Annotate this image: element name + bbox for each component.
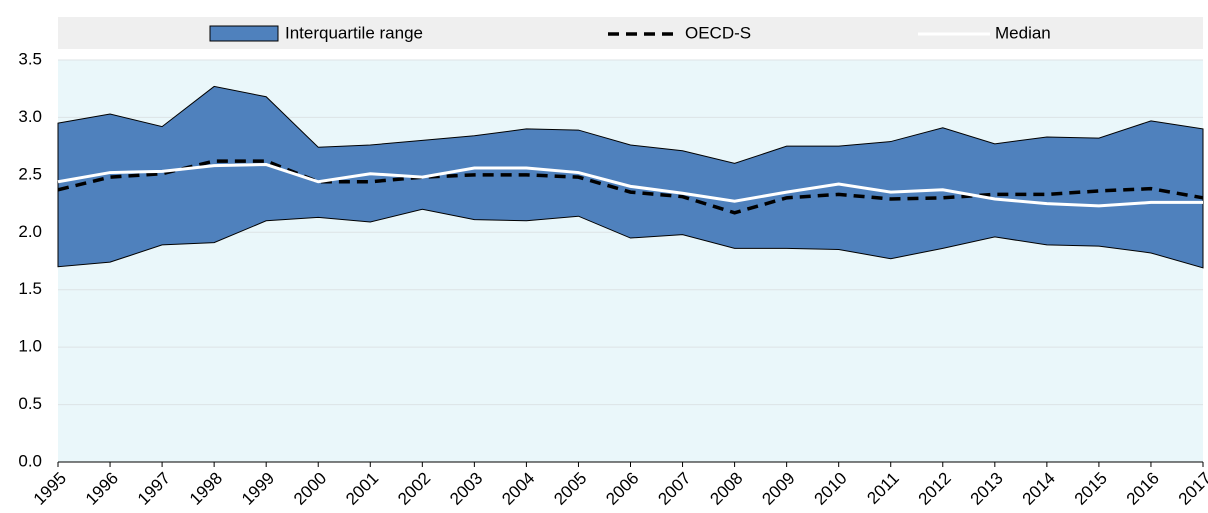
x-tick-label: 2016 [1123,469,1163,509]
x-tick-label: 2013 [967,469,1007,509]
x-tick-label: 2004 [498,469,538,509]
x-tick-label: 2009 [758,469,798,509]
x-tick-label: 2010 [810,469,850,509]
x-tick-label: 2003 [446,469,486,509]
x-tick-label: 2007 [654,469,694,509]
y-tick-label: 3.5 [18,49,42,68]
interquartile-band [57,85,1204,269]
y-tick-label: 0.5 [18,394,42,413]
x-tick-label: 2014 [1019,469,1059,509]
y-tick-label: 1.0 [18,337,42,356]
x-tick-label: 1998 [186,469,226,509]
x-tick-label: 2012 [915,469,955,509]
x-tick-label: 1997 [134,469,174,509]
x-tick-label: 2006 [602,469,642,509]
legend-label: Median [995,23,1051,42]
series-line [57,159,1204,215]
x-tick-label: 2002 [394,469,434,509]
x-tick-label: 2005 [550,469,590,509]
y-tick-label: 0.0 [18,451,42,470]
x-tick-label: 2011 [863,469,902,508]
y-tick-label: 2.0 [18,222,42,241]
x-tick-label: 2015 [1071,469,1111,509]
y-tick-label: 1.5 [18,279,42,298]
x-tick-label: 1995 [30,469,70,509]
x-tick-label: 2017 [1175,469,1208,509]
legend-label: Interquartile range [285,23,423,42]
x-tick-label: 1999 [238,469,278,509]
series-line [57,163,1203,208]
y-tick-label: 3.0 [18,107,42,126]
x-tick-label: 2008 [706,469,746,509]
legend-swatch [209,25,279,42]
x-tick-label: 2000 [290,469,330,509]
x-tick-label: 2001 [342,469,382,509]
x-tick-label: 1996 [82,469,122,509]
y-tick-label: 2.5 [18,164,42,183]
legend-label: OECD-S [685,23,751,42]
